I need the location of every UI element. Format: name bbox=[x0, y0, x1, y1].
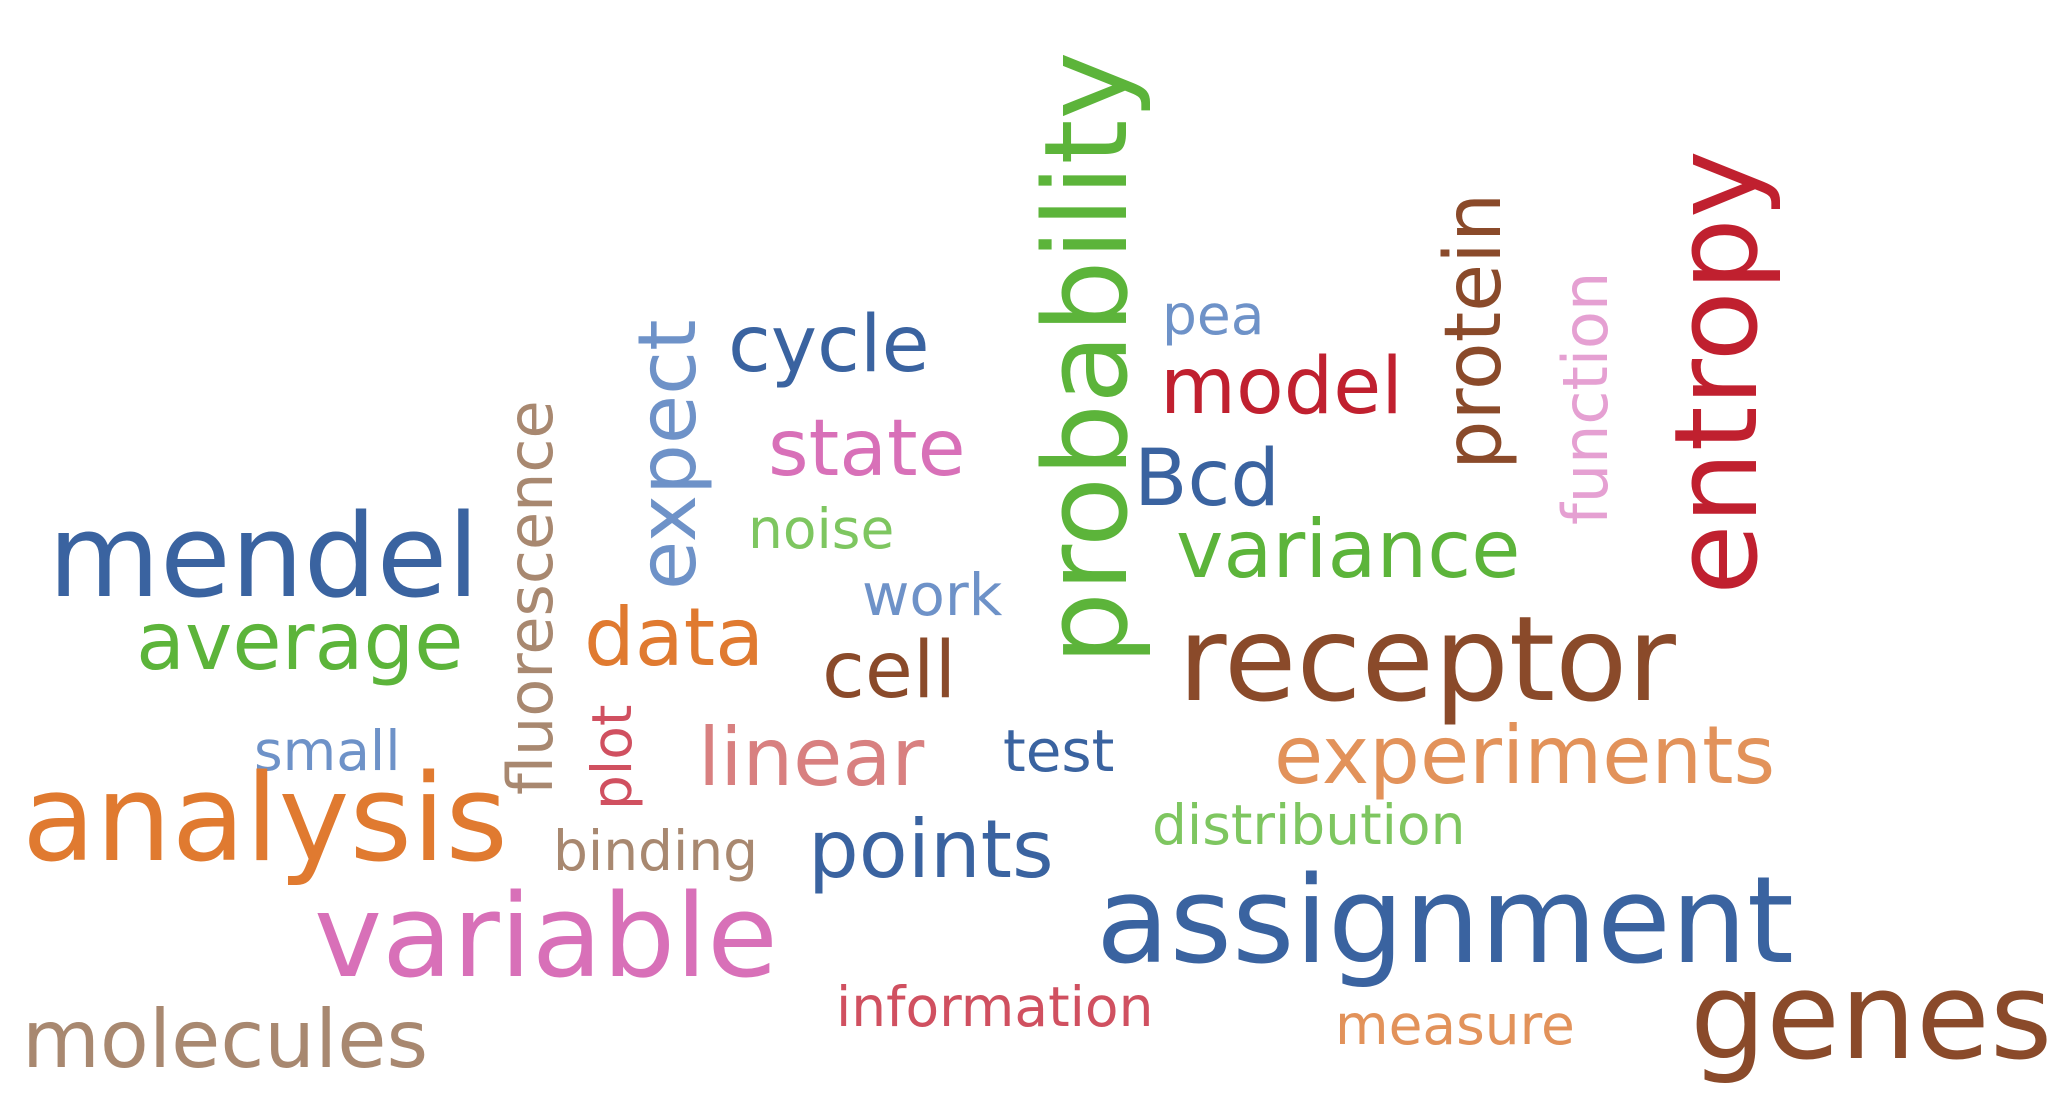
word-analysis: analysis bbox=[22, 750, 508, 889]
word-average: average bbox=[136, 595, 464, 688]
word-variable: variable bbox=[314, 870, 778, 1004]
word-assignment: assignment bbox=[1096, 852, 1794, 991]
word-points: points bbox=[808, 803, 1054, 896]
word-data: data bbox=[584, 591, 765, 684]
word-cycle: cycle bbox=[728, 300, 930, 390]
word-pea: pea bbox=[1162, 283, 1265, 347]
word-receptor: receptor bbox=[1178, 590, 1676, 728]
word-mendel: mendel bbox=[48, 490, 480, 624]
word-expect: expect bbox=[621, 319, 714, 590]
word-work: work bbox=[862, 561, 1003, 629]
word-function: function bbox=[1549, 271, 1622, 525]
word-information: information bbox=[836, 975, 1154, 1039]
word-molecules: molecules bbox=[22, 993, 429, 1086]
word-measure: measure bbox=[1335, 993, 1575, 1057]
word-small: small bbox=[254, 719, 401, 783]
word-variance: variance bbox=[1176, 503, 1521, 596]
word-bcd: Bcd bbox=[1134, 434, 1280, 524]
word-protein: protein bbox=[1429, 192, 1519, 470]
word-cell: cell bbox=[822, 626, 957, 716]
word-test: test bbox=[1003, 717, 1115, 785]
word-binding: binding bbox=[553, 819, 759, 883]
word-distribution: distribution bbox=[1152, 793, 1466, 857]
word-linear: linear bbox=[698, 711, 925, 804]
word-state: state bbox=[768, 404, 966, 494]
word-model: model bbox=[1160, 342, 1403, 432]
word-probability: probability bbox=[1020, 51, 1154, 665]
word-experiments: experiments bbox=[1274, 709, 1776, 802]
word-noise: noise bbox=[748, 497, 895, 561]
word-genes: genes bbox=[1690, 948, 2053, 1087]
word-entropy: entropy bbox=[1650, 150, 1784, 595]
word-plot: plot bbox=[580, 704, 644, 810]
word-fluorescence: fluorescence bbox=[494, 400, 567, 795]
